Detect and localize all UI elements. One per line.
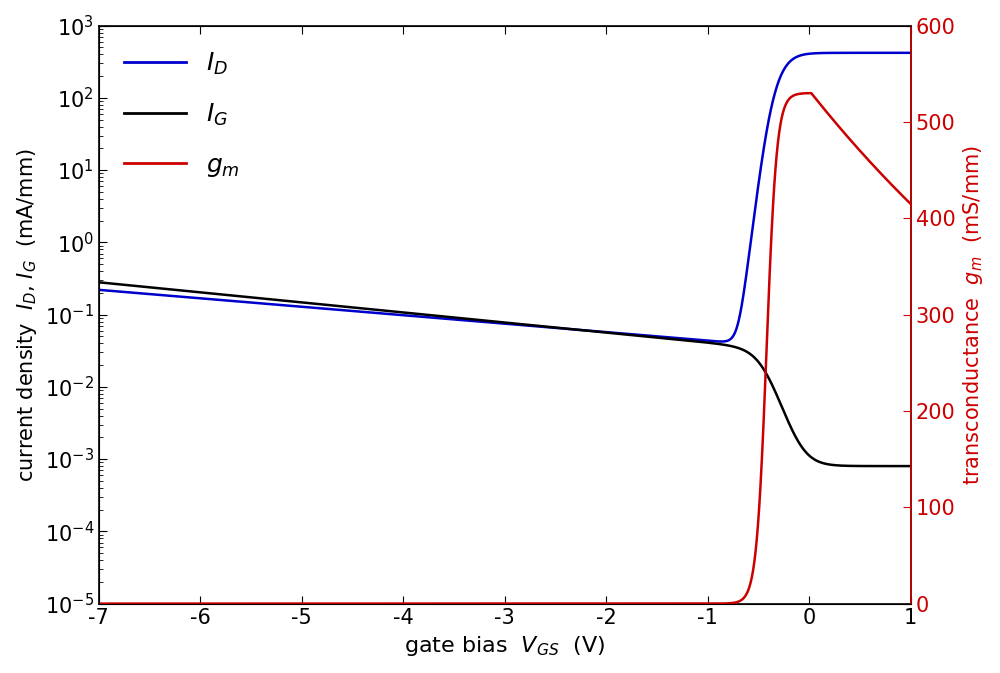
Y-axis label: current density  $I_D$, $I_G$  (mA/mm): current density $I_D$, $I_G$ (mA/mm) [15,147,39,482]
X-axis label: gate bias  $V_{GS}$  (V): gate bias $V_{GS}$ (V) [404,634,606,658]
Y-axis label: transconductance  $g_m$  (mS/mm): transconductance $g_m$ (mS/mm) [961,145,985,485]
Legend: $I_D$, $I_G$, $g_m$: $I_D$, $I_G$, $g_m$ [111,38,253,192]
